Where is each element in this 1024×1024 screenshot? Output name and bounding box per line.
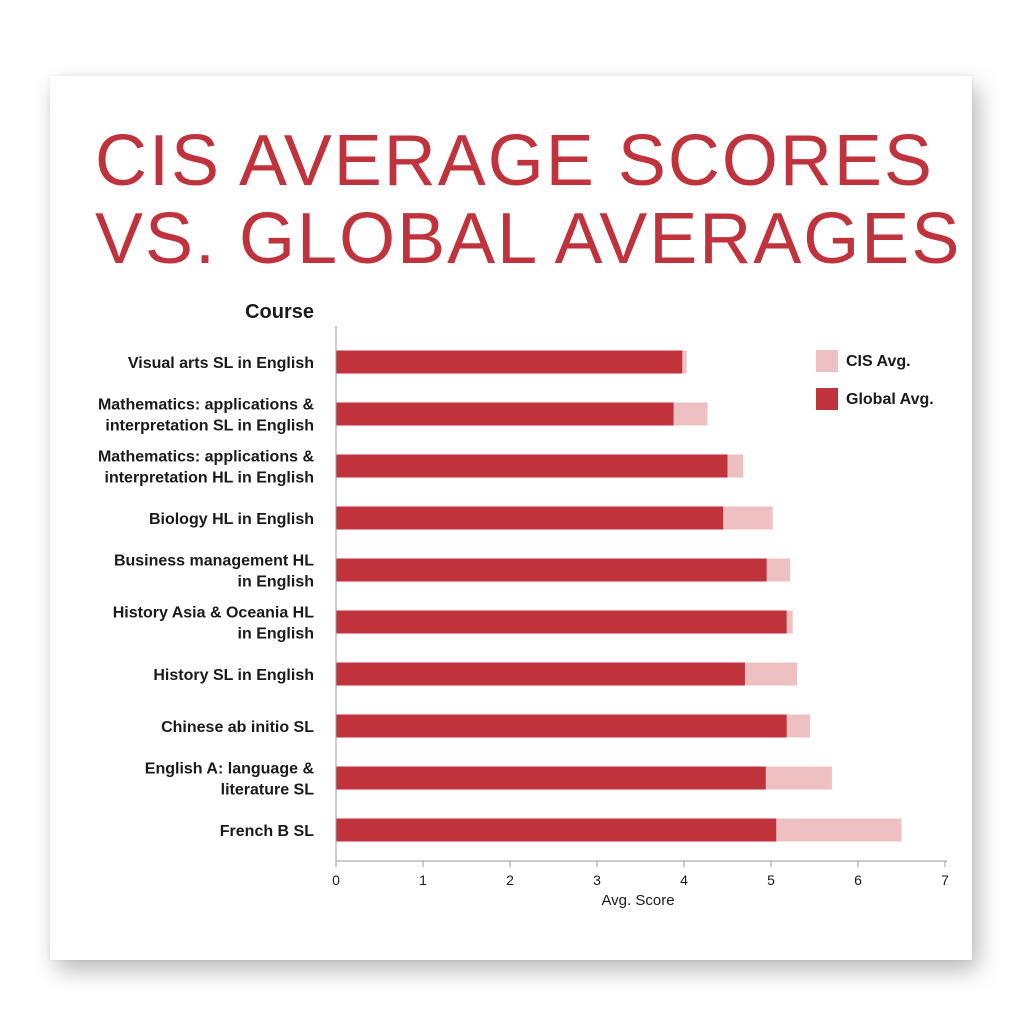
- bar-global-avg: [336, 714, 787, 738]
- x-tick-label: 1: [419, 872, 427, 888]
- legend-label-global: Global Avg.: [846, 391, 934, 408]
- category-label-line: in English: [238, 626, 314, 643]
- bar-global-avg: [336, 402, 674, 426]
- x-tick-label: 0: [332, 872, 340, 888]
- category-label-line: Biology HL in English: [149, 511, 314, 528]
- category-label-line: Business management HL: [114, 553, 314, 570]
- category-label-line: Chinese ab initio SL: [161, 719, 314, 736]
- bar-global-avg: [336, 350, 683, 374]
- category-label-line: in English: [238, 574, 314, 591]
- bar-global-avg: [336, 558, 767, 582]
- category-label: French B SL: [220, 823, 314, 840]
- category-label-line: literature SL: [221, 782, 315, 799]
- category-label-line: History SL in English: [153, 667, 314, 684]
- category-label: English A: language & literature SL: [145, 761, 315, 799]
- category-label: Chinese ab initio SL: [161, 719, 314, 736]
- axes-group: 0 1 2 3 4 5 6 7: [332, 326, 949, 888]
- category-label: Business management HL in English: [114, 553, 314, 591]
- x-tick-label: 7: [941, 872, 949, 888]
- category-label-line: English A: language &: [145, 761, 315, 778]
- legend-label-cis: CIS Avg.: [846, 353, 911, 370]
- x-tick-label: 6: [854, 872, 862, 888]
- category-label: Biology HL in English: [149, 511, 314, 528]
- category-labels: Visual arts SL in English Mathematics: ap…: [98, 355, 314, 840]
- category-label-line: French B SL: [220, 823, 314, 840]
- x-axis-title: Avg. Score: [601, 892, 674, 909]
- category-label-line: History Asia & Oceania HL: [113, 605, 314, 622]
- category-label-line: Mathematics: applications &: [98, 397, 314, 414]
- bars-group: [336, 350, 902, 842]
- category-label-line: Mathematics: applications &: [98, 449, 314, 466]
- x-tick-label: 5: [767, 872, 775, 888]
- category-label: Mathematics: applications & interpretatio…: [98, 449, 314, 487]
- bar-global-avg: [336, 610, 787, 634]
- category-label-line: interpretation SL in English: [105, 418, 314, 435]
- chart-title: CIS AVERAGE SCORES VS. GLOBAL AVERAGES: [95, 121, 962, 279]
- x-tick-label: 3: [593, 872, 601, 888]
- category-label: Visual arts SL in English: [128, 355, 314, 372]
- legend-swatch-cis: [816, 350, 838, 372]
- category-label-line: Visual arts SL in English: [128, 355, 314, 372]
- bar-global-avg: [336, 818, 777, 842]
- legend: CIS Avg. Global Avg.: [816, 350, 934, 410]
- bar-global-avg: [336, 454, 728, 478]
- x-tick-label: 2: [506, 872, 514, 888]
- y-axis-title: Course: [245, 301, 314, 323]
- bar-global-avg: [336, 662, 745, 686]
- category-label: Mathematics: applications & interpretatio…: [98, 397, 314, 435]
- category-label-line: interpretation HL in English: [105, 470, 315, 487]
- category-label: History SL in English: [153, 667, 314, 684]
- x-tick-label: 4: [680, 872, 688, 888]
- bar-global-avg: [336, 506, 724, 530]
- legend-swatch-global: [816, 388, 838, 410]
- bar-global-avg: [336, 766, 766, 790]
- category-label: History Asia & Oceania HL in English: [113, 605, 314, 643]
